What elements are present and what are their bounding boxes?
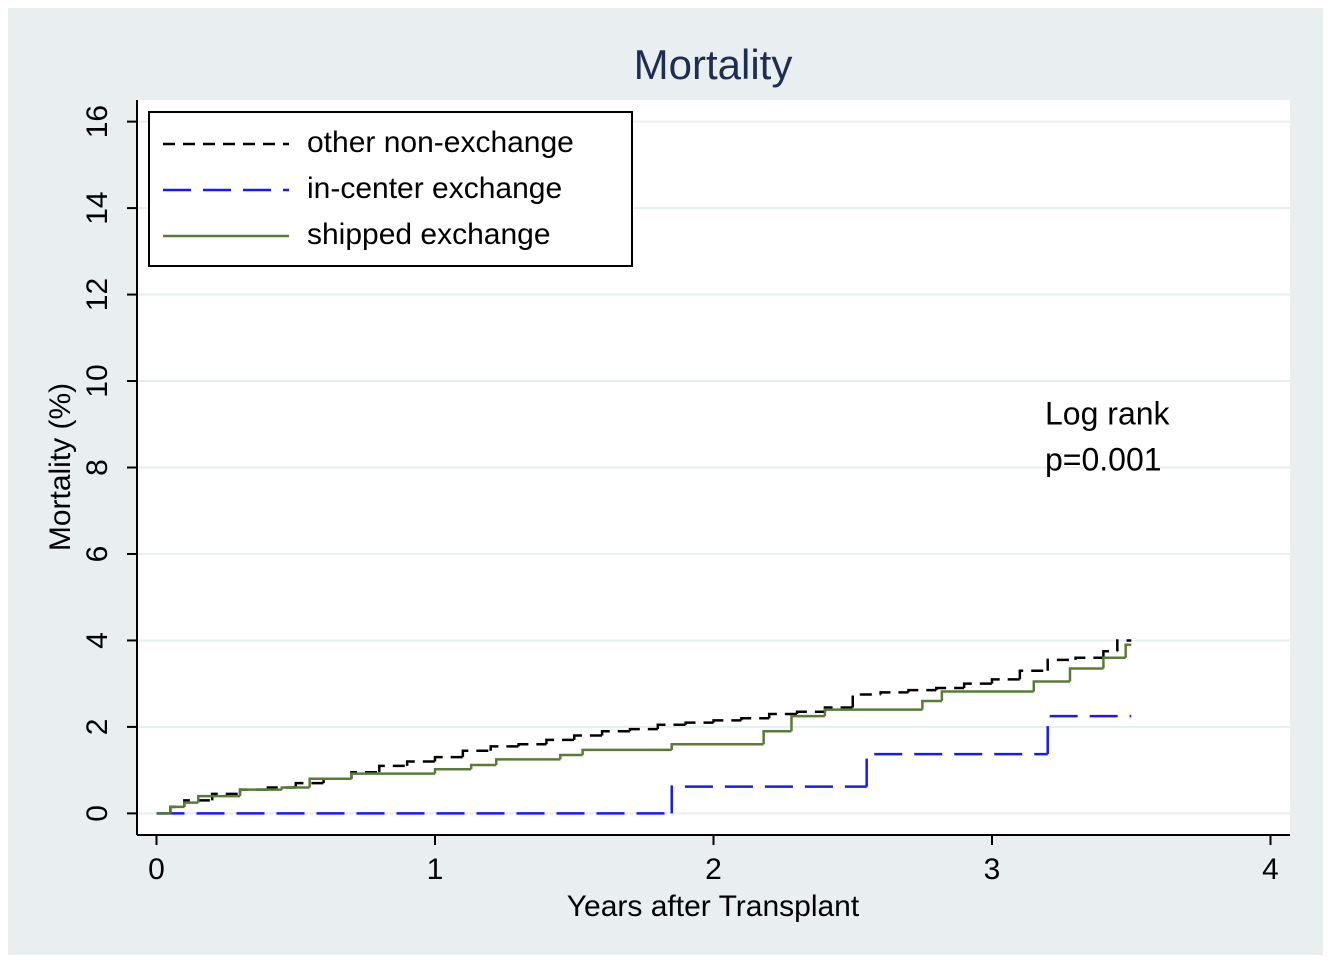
step-segment <box>183 801 199 807</box>
step-segment <box>294 781 324 788</box>
step-segment <box>907 688 937 693</box>
step-segment <box>935 686 965 691</box>
step-segment <box>495 758 561 765</box>
step-segment <box>990 678 1020 684</box>
y-axis-label: Mortality (%) <box>44 383 77 551</box>
step-segment <box>879 691 909 695</box>
step-segment <box>740 717 770 721</box>
step-segment <box>1068 667 1104 682</box>
step-segment <box>962 682 993 688</box>
step-segment <box>581 748 672 756</box>
step-segment <box>628 727 658 732</box>
step-segment <box>790 714 825 732</box>
y-tick-label: 16 <box>81 105 114 138</box>
step-segment <box>656 723 686 730</box>
step-segment <box>865 752 1048 787</box>
step-segment <box>670 742 764 750</box>
y-tick-label: 14 <box>81 191 114 224</box>
legend-label: other non-exchange <box>307 126 574 159</box>
step-segment <box>280 786 310 790</box>
legend-label: shipped exchange <box>307 218 551 251</box>
step-segment <box>405 760 435 766</box>
x-tick-label: 0 <box>148 853 165 886</box>
annotation: p=0.001 <box>1045 441 1162 477</box>
y-tick-label: 8 <box>81 459 114 476</box>
step-segment <box>433 755 463 762</box>
step-segment <box>1102 656 1126 669</box>
step-segment <box>517 742 547 747</box>
step-segment <box>762 729 792 745</box>
step-segment <box>851 693 881 708</box>
step-segment <box>823 708 923 717</box>
x-tick-label: 4 <box>1262 853 1279 886</box>
step-segment <box>433 768 472 774</box>
step-segment <box>469 763 497 770</box>
step-segment <box>921 699 942 710</box>
x-axis-label: Years after Transplant <box>567 890 860 923</box>
step-segment <box>712 719 742 723</box>
step-segment <box>308 777 352 788</box>
step-segment <box>350 772 435 779</box>
step-segment <box>559 753 583 760</box>
step-segment <box>545 738 575 745</box>
step-segment <box>684 721 714 725</box>
step-segment <box>767 712 798 719</box>
step-segment <box>1046 658 1076 671</box>
step-segment <box>1046 714 1132 755</box>
step-segment <box>489 745 519 751</box>
step-segment <box>461 749 491 758</box>
y-tick-label: 6 <box>81 546 114 563</box>
x-tick-label: 1 <box>427 853 444 886</box>
series-line <box>156 714 1132 815</box>
step-segment <box>1074 656 1104 660</box>
step-segment <box>238 788 282 797</box>
step-segment <box>670 785 867 814</box>
y-tick-label: 10 <box>81 364 114 397</box>
step-segment <box>1124 643 1132 658</box>
step-segment <box>600 729 630 736</box>
step-segment <box>210 792 241 801</box>
step-segment <box>1018 669 1048 680</box>
step-segment <box>169 805 185 814</box>
step-segment <box>378 764 408 773</box>
step-segment <box>572 734 603 740</box>
y-tick-label: 2 <box>81 719 114 736</box>
series-line <box>156 643 1132 815</box>
legend-label: in-center exchange <box>307 172 562 205</box>
step-segment <box>197 794 241 803</box>
y-tick-label: 12 <box>81 278 114 311</box>
y-tick-label: 0 <box>81 805 114 822</box>
y-tick-label: 4 <box>81 632 114 649</box>
annotation: Log rank <box>1045 395 1171 431</box>
x-tick-label: 2 <box>705 853 722 886</box>
step-segment <box>1116 639 1132 652</box>
step-segment <box>795 710 825 714</box>
chart-title: Mortality <box>634 41 793 88</box>
step-segment <box>940 690 1034 701</box>
x-tick-label: 3 <box>984 853 1001 886</box>
step-segment <box>1102 650 1118 658</box>
step-segment <box>1032 680 1070 692</box>
